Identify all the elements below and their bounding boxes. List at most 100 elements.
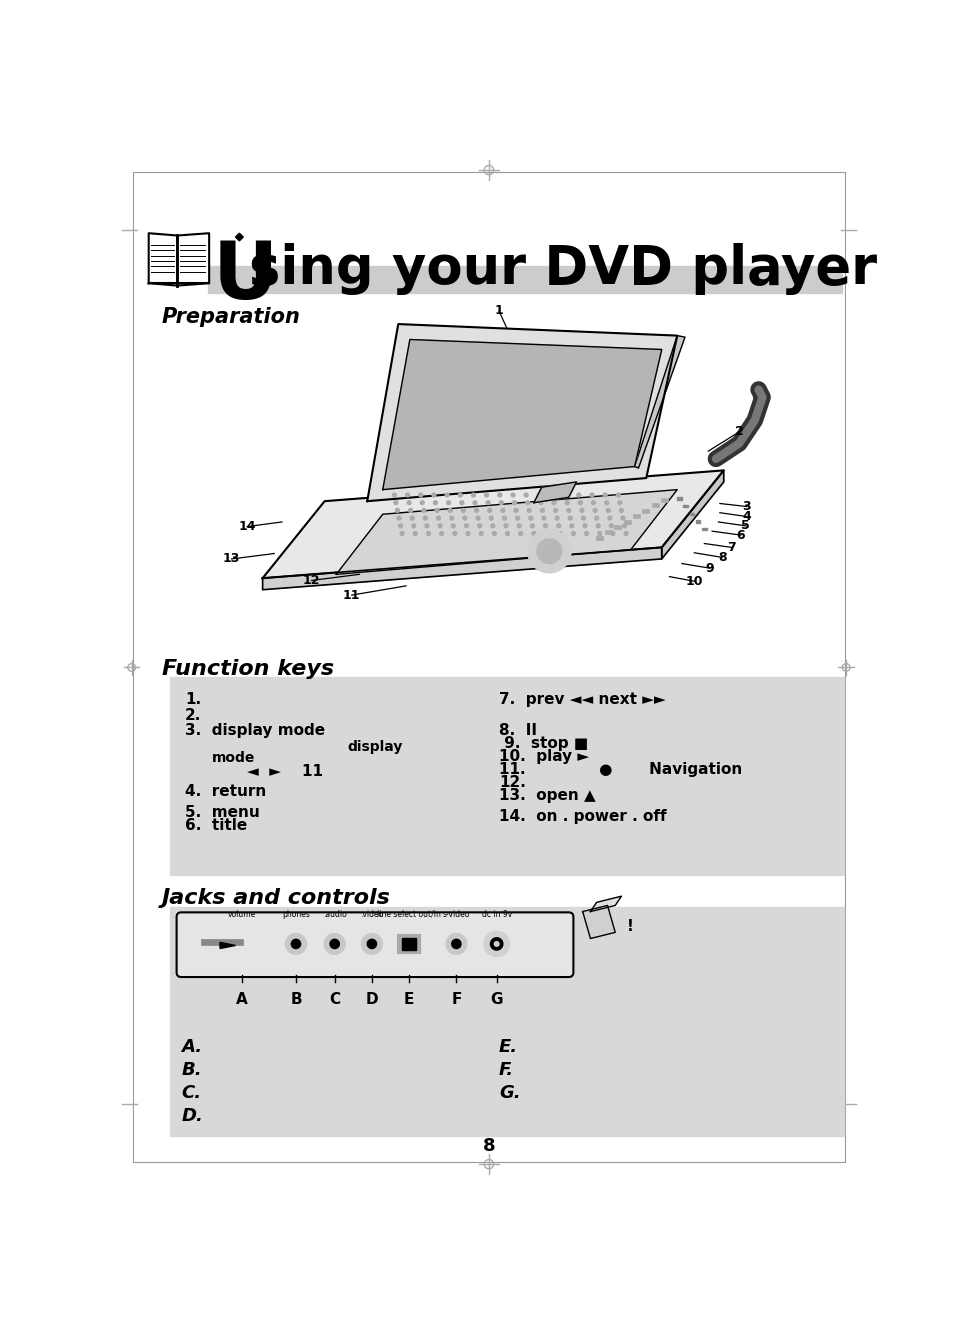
Polygon shape: [634, 336, 684, 468]
Circle shape: [558, 531, 561, 535]
Circle shape: [291, 939, 300, 948]
Text: D: D: [365, 992, 377, 1007]
Text: F: F: [451, 992, 461, 1007]
Circle shape: [408, 509, 412, 513]
Text: A: A: [235, 992, 248, 1007]
Circle shape: [490, 938, 502, 950]
Text: B.: B.: [181, 1061, 202, 1079]
Text: Jacks and controls: Jacks and controls: [162, 889, 391, 909]
Circle shape: [502, 517, 506, 520]
Circle shape: [424, 524, 429, 527]
Text: 3: 3: [741, 501, 751, 513]
Circle shape: [473, 501, 476, 505]
Circle shape: [582, 524, 586, 527]
Circle shape: [540, 509, 544, 513]
Circle shape: [598, 531, 601, 535]
Circle shape: [423, 517, 427, 520]
Circle shape: [590, 493, 594, 497]
Circle shape: [396, 517, 400, 520]
Text: 12: 12: [302, 575, 320, 587]
Circle shape: [418, 493, 422, 497]
Circle shape: [367, 939, 376, 948]
Circle shape: [620, 517, 624, 520]
Text: 6.  title: 6. title: [185, 819, 247, 834]
Circle shape: [451, 524, 455, 527]
Text: display: display: [348, 740, 403, 754]
Circle shape: [578, 501, 581, 505]
Circle shape: [436, 517, 440, 520]
Circle shape: [466, 531, 470, 535]
Circle shape: [392, 493, 395, 497]
Circle shape: [476, 517, 479, 520]
Circle shape: [525, 501, 529, 505]
Polygon shape: [582, 905, 615, 938]
Circle shape: [503, 524, 507, 527]
Text: 10.  play ►: 10. play ►: [498, 749, 589, 764]
Circle shape: [446, 501, 450, 505]
Circle shape: [405, 493, 409, 497]
Text: 13: 13: [223, 552, 240, 565]
Text: 4.  return: 4. return: [185, 783, 266, 799]
Circle shape: [448, 509, 452, 513]
Bar: [170, 908, 843, 1026]
Circle shape: [286, 934, 306, 954]
Circle shape: [523, 493, 528, 497]
Polygon shape: [235, 234, 243, 240]
Circle shape: [420, 501, 424, 505]
Text: dc in 9v: dc in 9v: [481, 910, 511, 918]
Circle shape: [618, 501, 621, 505]
Circle shape: [594, 517, 598, 520]
Bar: [689, 513, 694, 515]
Text: phones: phones: [282, 910, 310, 918]
Circle shape: [616, 493, 619, 497]
Circle shape: [484, 493, 488, 497]
Circle shape: [407, 501, 411, 505]
Text: E: E: [403, 992, 414, 1007]
Circle shape: [579, 509, 583, 513]
Circle shape: [457, 493, 461, 497]
Circle shape: [538, 501, 542, 505]
Circle shape: [439, 531, 443, 535]
Polygon shape: [262, 547, 661, 589]
FancyBboxPatch shape: [176, 913, 573, 978]
Circle shape: [512, 501, 516, 505]
Text: .video: .video: [360, 910, 383, 918]
Circle shape: [584, 531, 588, 535]
Circle shape: [486, 501, 490, 505]
Circle shape: [395, 509, 399, 513]
Circle shape: [557, 524, 560, 527]
Bar: [208, 267, 841, 293]
Circle shape: [435, 509, 438, 513]
Text: A.: A.: [181, 1038, 202, 1055]
Circle shape: [577, 493, 580, 497]
Bar: [170, 676, 843, 876]
Text: 7.  prev ◄◄ next ►►: 7. prev ◄◄ next ►►: [498, 692, 665, 707]
Text: 11.              ●       Navigation: 11. ● Navigation: [498, 762, 741, 777]
Circle shape: [516, 517, 519, 520]
Circle shape: [528, 517, 532, 520]
Circle shape: [550, 493, 554, 497]
Polygon shape: [382, 339, 661, 490]
Text: 1: 1: [494, 304, 503, 317]
Circle shape: [412, 524, 416, 527]
Text: 6: 6: [736, 528, 744, 542]
Polygon shape: [262, 470, 723, 579]
Circle shape: [459, 501, 463, 505]
Text: 3.  display mode: 3. display mode: [185, 723, 325, 738]
Circle shape: [514, 509, 517, 513]
Polygon shape: [367, 324, 677, 501]
Circle shape: [471, 493, 475, 497]
Text: sing your DVD player: sing your DVD player: [249, 243, 877, 295]
Text: line select out/in: line select out/in: [376, 910, 440, 918]
Bar: [397, 935, 419, 954]
Bar: [677, 497, 681, 499]
Text: s-video: s-video: [442, 910, 470, 918]
Circle shape: [543, 524, 547, 527]
Circle shape: [478, 531, 482, 535]
Circle shape: [604, 501, 608, 505]
Circle shape: [446, 934, 466, 954]
Bar: [682, 505, 687, 507]
Text: 8.  II: 8. II: [498, 723, 537, 738]
Text: 8: 8: [718, 551, 726, 564]
Text: 5: 5: [740, 519, 749, 532]
